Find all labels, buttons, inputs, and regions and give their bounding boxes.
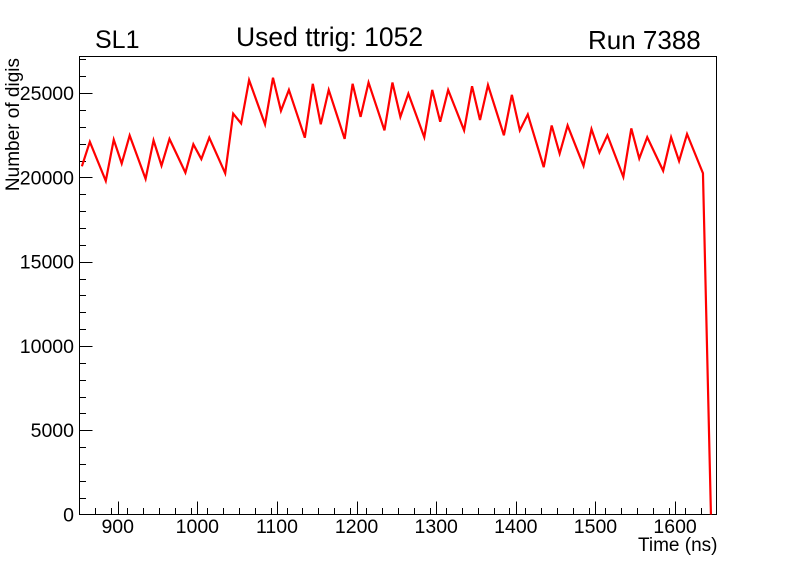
x-tick-label: 1600 bbox=[653, 516, 697, 538]
x-tick-label: 1400 bbox=[494, 516, 538, 538]
x-tick-label: 1200 bbox=[335, 516, 379, 538]
plot-frame bbox=[79, 56, 717, 515]
y-tick-label: 20000 bbox=[20, 167, 74, 189]
x-tick-label: 1100 bbox=[256, 516, 298, 538]
timebox-line bbox=[80, 75, 713, 515]
x-tick-label: 1000 bbox=[176, 516, 220, 538]
x-tick-label: 1300 bbox=[415, 516, 459, 538]
y-tick-label: 15000 bbox=[20, 252, 74, 274]
x-axis-title: Time (ns) bbox=[638, 535, 718, 556]
y-tick-label: 10000 bbox=[20, 336, 74, 358]
y-tick-label: 25000 bbox=[20, 83, 74, 105]
y-axis-title: Number of digis bbox=[3, 58, 24, 191]
pad-label-right: Run 7388 bbox=[588, 25, 701, 55]
x-tick-label: 1500 bbox=[574, 516, 618, 538]
pad-title: Used ttrig: 1052 bbox=[236, 22, 424, 52]
pad-label-left: SL1 bbox=[95, 26, 140, 54]
x-tick-label: 900 bbox=[101, 516, 134, 538]
y-tick-label: 5000 bbox=[31, 420, 75, 442]
y-tick-label: 0 bbox=[63, 505, 74, 527]
